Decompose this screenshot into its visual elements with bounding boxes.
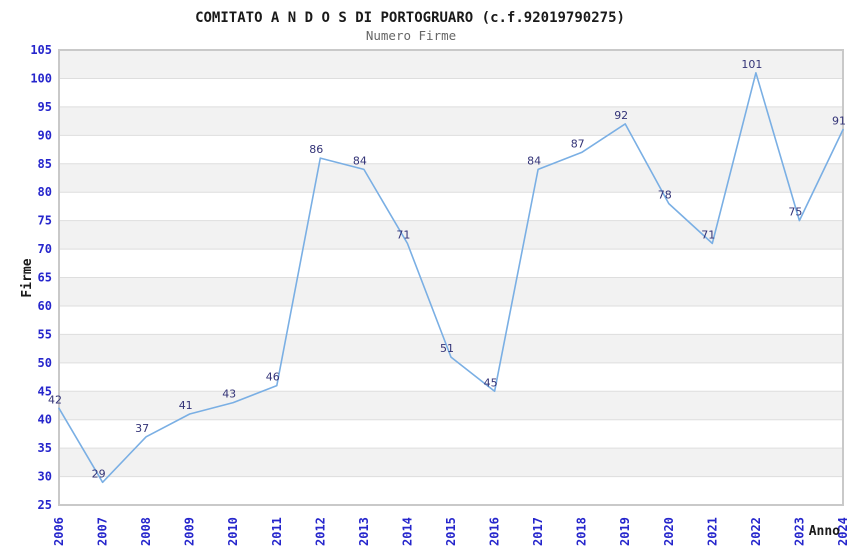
y-tick-label: 70 [38,242,52,256]
y-tick-label: 95 [38,100,52,114]
data-point-label: 46 [266,371,280,384]
y-tick-label: 105 [30,43,52,57]
plot-area: 25 30 35 40 45 50 55 60 65 70 75 80 85 90 95 100 105 2006… [30,43,850,546]
x-tick-label: 2016 [488,517,502,546]
x-tick-label: 2020 [662,517,676,546]
data-point-label: 75 [788,206,802,219]
data-point-label: 71 [396,228,410,241]
data-point-label: 86 [309,143,323,156]
plot-border [58,49,844,506]
plot-band [59,448,843,477]
x-tick-label: 2021 [705,517,719,546]
data-point-label: 101 [741,58,762,71]
y-tick-label: 45 [38,384,52,398]
x-axis-title: Anno [809,524,840,539]
x-tick-label: 2015 [444,517,458,546]
x-tick-label: 2006 [52,517,66,546]
plot-band [59,50,843,79]
y-tick-label: 85 [38,157,52,171]
data-point-label: 51 [440,342,454,355]
x-tick-label: 2009 [183,517,197,546]
plot-band [59,106,843,136]
y-tick-label: 50 [38,356,52,370]
data-point-label: 41 [179,399,193,412]
data-point-label: 91 [832,115,846,128]
plot-band [59,220,843,250]
x-tick-label: 2014 [400,517,414,546]
y-tick-label: 25 [38,498,52,512]
data-point-label: 45 [484,376,498,389]
x-tick-label: 2019 [618,517,632,546]
y-tick-label: 40 [38,413,52,427]
x-tick-label: 2007 [96,517,110,546]
y-tick-label: 100 [30,71,52,85]
x-tick-label: 2018 [575,517,589,546]
data-point-label: 78 [658,189,672,202]
y-tick-label: 30 [38,470,52,484]
y-tick-label: 35 [38,441,52,455]
data-point-label: 37 [135,422,149,435]
y-tick-label: 75 [38,214,52,228]
data-point-label: 43 [222,388,236,401]
y-axis-title: Firme [20,258,35,297]
plot-band [59,391,843,420]
y-tick-label: 60 [38,299,52,313]
y-tick-label: 90 [38,128,52,142]
x-tick-label: 2008 [139,517,153,546]
x-tick-label: 2011 [270,517,284,546]
x-tick-label: 2013 [357,517,371,546]
chart-title: COMITATO A N D O S DI PORTOGRUARO (c.f.9… [195,10,625,26]
y-tick-label: 80 [38,185,52,199]
x-tick-label: 2010 [226,517,240,546]
y-tick-label: 65 [38,271,52,285]
data-point-label: 84 [527,154,541,167]
y-tick-label: 55 [38,327,52,341]
x-tick-label: 2022 [749,517,763,546]
x-tick-label: 2023 [792,517,806,546]
data-point-label: 84 [353,154,367,167]
chart-subtitle: Numero Firme [366,28,456,43]
x-tick-label: 2012 [313,517,327,546]
data-point-label: 71 [701,228,715,241]
plot-band [59,277,843,306]
data-point-label: 92 [614,109,628,122]
data-point-label: 42 [48,393,62,406]
plot-band [59,163,843,193]
x-tick-label: 2024 [836,517,850,546]
data-point-label: 87 [571,137,585,150]
data-point-label: 29 [92,467,106,480]
x-tick-label: 2017 [531,517,545,546]
data-line [58,72,844,484]
